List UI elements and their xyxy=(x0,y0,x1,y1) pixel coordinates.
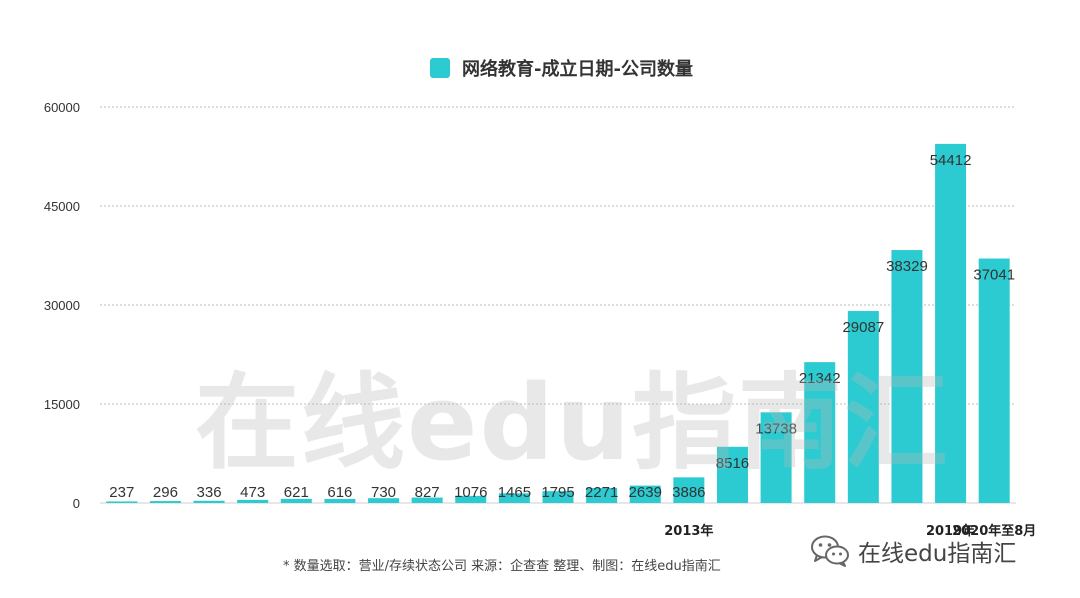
y-tick-label: 60000 xyxy=(44,100,80,115)
data-label: 730 xyxy=(371,484,396,501)
bar xyxy=(368,498,400,503)
data-label: 621 xyxy=(284,484,309,501)
legend-swatch xyxy=(430,58,450,78)
bar xyxy=(716,446,748,503)
bar xyxy=(455,495,487,503)
bar xyxy=(542,491,574,503)
data-label: 2639 xyxy=(629,484,662,501)
data-label: 37041 xyxy=(973,267,1015,284)
bar xyxy=(411,497,443,503)
y-tick-label: 0 xyxy=(73,496,80,511)
data-label: 54412 xyxy=(930,152,972,169)
data-label: 29087 xyxy=(842,319,884,336)
data-label: 473 xyxy=(240,484,265,501)
bar xyxy=(498,493,530,503)
data-label: 296 xyxy=(153,484,178,501)
x-tick-label: 2019年 xyxy=(926,523,975,539)
x-tick-label: 2020年至8月 xyxy=(952,523,1036,539)
bar xyxy=(237,499,269,503)
data-label: 13738 xyxy=(755,420,797,437)
data-label: 1076 xyxy=(454,484,487,501)
data-label: 1795 xyxy=(541,484,574,501)
bar xyxy=(324,498,356,503)
bar xyxy=(891,250,923,503)
data-label: 827 xyxy=(415,484,440,501)
brand-label: 在线edu指南汇 xyxy=(858,541,1017,567)
bar xyxy=(935,143,967,503)
data-label: 21342 xyxy=(799,370,841,387)
y-tick-label: 15000 xyxy=(44,397,80,412)
data-label: 336 xyxy=(197,484,222,501)
data-label: 8516 xyxy=(716,455,749,472)
data-label: 1465 xyxy=(498,484,531,501)
bar xyxy=(149,501,181,503)
bar xyxy=(978,258,1010,503)
bar xyxy=(193,500,225,503)
bar xyxy=(847,311,879,503)
brand: 在线edu指南汇 xyxy=(810,534,1016,568)
bar xyxy=(586,488,618,503)
data-label: 237 xyxy=(109,484,134,501)
data-label: 616 xyxy=(327,484,352,501)
bar xyxy=(673,477,705,503)
x-tick-label: 2013年 xyxy=(664,523,713,539)
bar xyxy=(280,498,312,503)
data-label: 38329 xyxy=(886,258,928,275)
legend: 网络教育-成立日期-公司数量 xyxy=(430,56,693,80)
data-label: 3886 xyxy=(672,484,705,501)
footnote: * 数量选取：营业/存续状态公司 来源：企查查 整理、制图：在线edu指南汇 xyxy=(283,559,721,574)
legend-label: 网络教育-成立日期-公司数量 xyxy=(462,59,693,80)
bar xyxy=(760,412,792,503)
y-tick-label: 30000 xyxy=(44,298,80,313)
bar xyxy=(106,501,138,503)
y-tick-label: 45000 xyxy=(44,199,80,214)
bar xyxy=(804,362,836,503)
data-label: 2271 xyxy=(585,484,618,501)
wechat-icon xyxy=(811,535,849,567)
bar xyxy=(629,485,661,503)
